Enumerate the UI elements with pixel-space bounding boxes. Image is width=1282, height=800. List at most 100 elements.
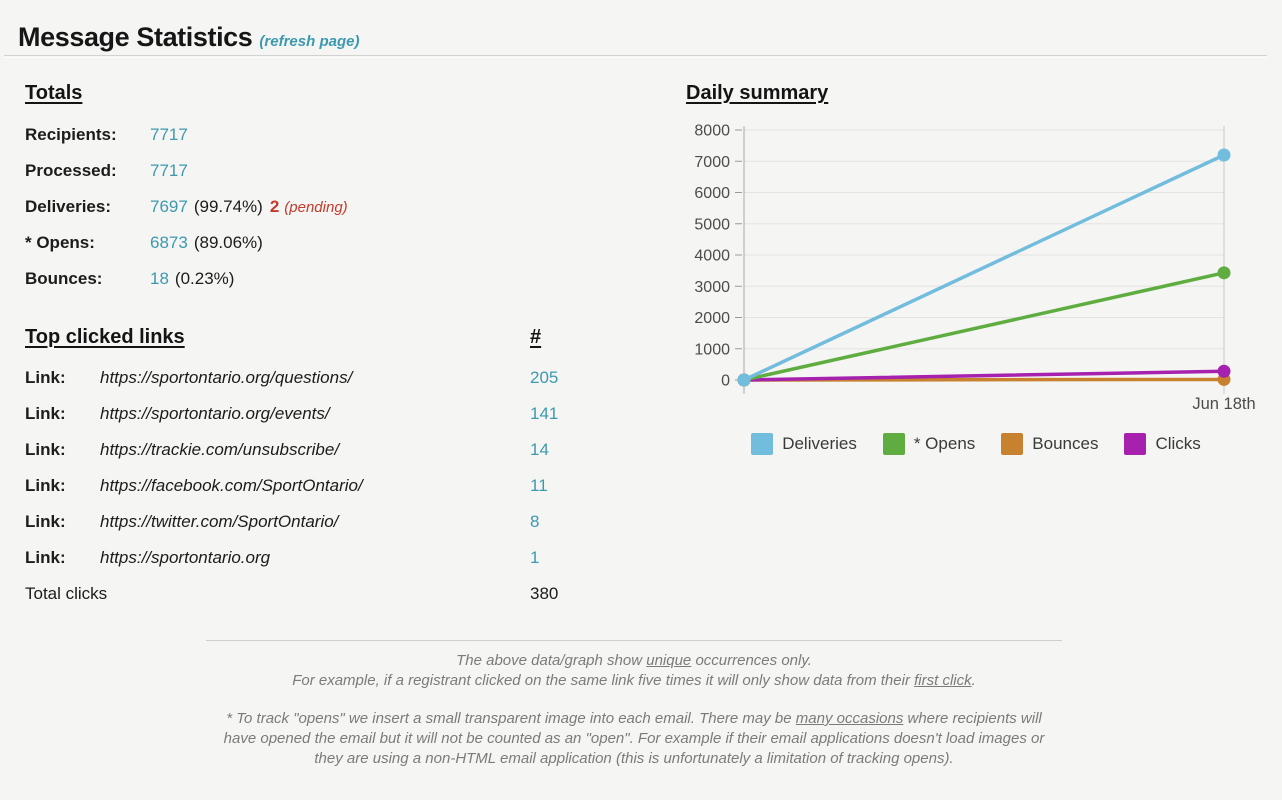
title-divider xyxy=(4,55,1267,58)
stat-row-recipients: Recipients: 7717 xyxy=(25,117,590,153)
stat-label: Deliveries: xyxy=(25,197,111,216)
link-row: Link: https://sportontario.org/questions… xyxy=(25,360,590,396)
legend-label: Bounces xyxy=(1032,434,1099,453)
stat-label: Bounces: xyxy=(25,269,103,288)
total-clicks-value: 380 xyxy=(530,584,559,603)
legend-item-clicks[interactable]: Clicks xyxy=(1124,433,1201,455)
stat-value-link[interactable]: 6873 xyxy=(150,233,188,252)
link-url: https://twitter.com/SportOntario/ xyxy=(100,512,339,531)
chart-point-deliveries[interactable] xyxy=(737,373,751,387)
y-axis-label: 7000 xyxy=(694,154,730,171)
legend-item-bounces[interactable]: Bounces xyxy=(1001,433,1098,455)
legend-label: Clicks xyxy=(1155,434,1201,453)
link-row-label: Link: xyxy=(25,404,66,423)
footer-note-unique: The above data/graph show unique occurre… xyxy=(206,651,1062,691)
chart-point-clicks[interactable] xyxy=(1217,364,1231,378)
totals-section: Totals Recipients: 7717 Processed: 7717 … xyxy=(25,82,590,612)
link-row-label: Link: xyxy=(25,368,66,387)
chart-line-deliveries xyxy=(742,153,1226,382)
total-clicks-row: Total clicks 380 xyxy=(25,576,590,612)
link-count[interactable]: 141 xyxy=(530,404,559,423)
y-axis-label: 6000 xyxy=(694,185,730,202)
stat-label: Recipients: xyxy=(25,125,117,144)
pending-label: (pending) xyxy=(284,198,348,216)
y-axis-label: 5000 xyxy=(694,216,730,233)
x-axis-label: Jun 18th xyxy=(1192,395,1255,413)
stat-row-opens: * Opens: 6873 (89.06%) xyxy=(25,225,590,261)
top-links-heading: Top clicked links xyxy=(25,326,185,348)
daily-summary-heading: Daily summary xyxy=(686,82,829,104)
link-row: Link: https://twitter.com/SportOntario/ … xyxy=(25,504,590,540)
footer-text: where recipients will have opened the em… xyxy=(223,710,1045,767)
footer-text-underlined: first click xyxy=(914,672,972,689)
link-url: https://facebook.com/SportOntario/ xyxy=(100,476,363,495)
link-count[interactable]: 14 xyxy=(530,440,549,459)
page-header: Message Statistics (refresh page) xyxy=(0,0,1282,58)
y-axis-label: 0 xyxy=(721,373,730,390)
legend-item-deliveries[interactable]: Deliveries xyxy=(751,433,857,455)
stat-row-deliveries: Deliveries: 7697 (99.74%) 2 (pending) xyxy=(25,189,590,225)
chart-line-opens xyxy=(742,271,1226,382)
chart-line-clicks xyxy=(742,369,1226,382)
legend-swatch-deliveries xyxy=(751,433,774,455)
link-url: https://sportontario.org xyxy=(100,548,271,567)
stat-row-processed: Processed: 7717 xyxy=(25,153,590,189)
y-axis-label: 3000 xyxy=(694,279,730,296)
page-title: Message Statistics xyxy=(18,22,253,52)
link-row: Link: https://sportontario.org 1 xyxy=(25,540,590,576)
footer-text: For example, if a registrant clicked on … xyxy=(292,672,915,689)
y-axis-label: 4000 xyxy=(694,248,730,265)
stat-percentage: (0.23%) xyxy=(174,269,235,288)
footer-text-underlined: many occasions xyxy=(795,710,904,727)
link-row: Link: https://trackie.com/unsubscribe/ 1… xyxy=(25,432,590,468)
stat-value-link[interactable]: 7717 xyxy=(150,161,188,180)
link-row-label: Link: xyxy=(25,548,66,567)
link-row: Link: https://facebook.com/SportOntario/… xyxy=(25,468,590,504)
pending-count: 2 xyxy=(269,197,280,216)
totals-heading: Totals xyxy=(25,82,83,104)
link-row-label: Link: xyxy=(25,512,66,531)
link-url: https://sportontario.org/questions/ xyxy=(100,368,353,387)
stat-label: Processed: xyxy=(25,161,117,180)
y-axis-label: 2000 xyxy=(694,310,730,327)
link-row-label: Link: xyxy=(25,476,66,495)
link-url: https://sportontario.org/events/ xyxy=(100,404,330,423)
stat-value-link[interactable]: 7697 xyxy=(150,197,188,216)
link-count[interactable]: 205 xyxy=(530,368,559,387)
count-column-heading: # xyxy=(530,326,542,348)
stat-percentage: (99.74%) xyxy=(193,197,263,216)
link-count[interactable]: 11 xyxy=(530,476,548,495)
footer-text-underlined: unique xyxy=(646,652,692,669)
link-count[interactable]: 1 xyxy=(530,548,540,567)
legend-swatch-bounces xyxy=(1001,433,1024,455)
chart-legend: Deliveries * Opens Bounces Clicks xyxy=(686,433,1266,455)
refresh-page-link[interactable]: (refresh page) xyxy=(259,33,360,50)
daily-summary-chart: 0 1000 2000 3000 4000 5000 6000 7000 8000 Jun 18t… xyxy=(694,123,1255,414)
link-url: https://trackie.com/unsubscribe/ xyxy=(100,440,340,459)
legend-item-opens[interactable]: * Opens xyxy=(882,433,976,455)
link-row: Link: https://sportontario.org/events/ 1… xyxy=(25,396,590,432)
footer-notes: The above data/graph show unique occurre… xyxy=(206,640,1062,769)
top-links-header: Top clicked links # xyxy=(25,326,590,350)
stat-percentage: (89.06%) xyxy=(193,233,263,252)
daily-summary-section: Daily summary 0 1000 2000 3000 4000 5000 6000 7… xyxy=(686,82,1266,455)
total-clicks-label: Total clicks xyxy=(25,584,108,603)
footer-text: The above data/graph show xyxy=(456,652,647,669)
chart-point-deliveries[interactable] xyxy=(1217,148,1231,162)
top-links-list: Link: https://sportontario.org/questions… xyxy=(25,360,590,612)
footer-text: . xyxy=(971,672,976,689)
link-count[interactable]: 8 xyxy=(530,512,540,531)
y-axis-label: 1000 xyxy=(694,341,730,358)
stat-value-link[interactable]: 18 xyxy=(150,269,169,288)
stat-label: * Opens: xyxy=(25,233,95,252)
stat-value-link[interactable]: 7717 xyxy=(150,125,188,144)
totals-list: Recipients: 7717 Processed: 7717 Deliver… xyxy=(25,117,590,297)
y-axis-label: 8000 xyxy=(694,123,730,140)
footer-text: * To track "opens" we insert a small tra… xyxy=(226,710,796,727)
stat-row-bounces: Bounces: 18 (0.23%) xyxy=(25,261,590,297)
legend-label: * Opens xyxy=(913,434,976,453)
legend-swatch-clicks xyxy=(1124,433,1147,455)
link-row-label: Link: xyxy=(25,440,66,459)
legend-label: Deliveries xyxy=(782,434,857,453)
chart-point-opens[interactable] xyxy=(1217,266,1231,280)
